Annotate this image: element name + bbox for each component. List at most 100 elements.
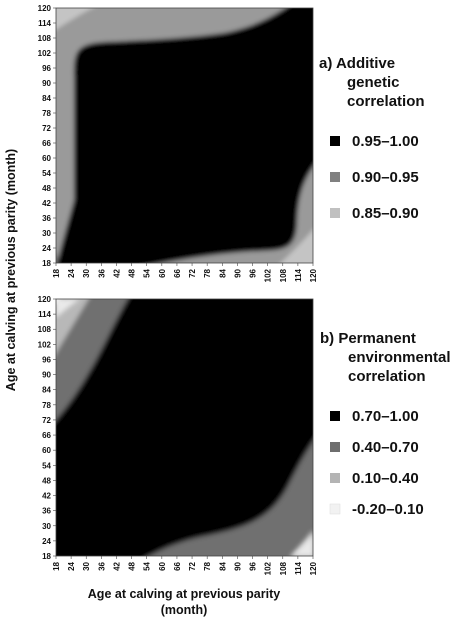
y-tick-label: 108 — [38, 34, 52, 43]
legend-title-line: environmental — [348, 349, 451, 366]
legend-swatch — [330, 208, 340, 218]
x-axis-label: Age at calving at previous parity (month) — [88, 587, 280, 617]
x-tick-label: 42 — [112, 268, 121, 277]
panel-a: 18 24 30 36 42 48 54 60 66 72 78 84 90 96 102 108 114 120… — [4, 4, 425, 391]
legend-swatch — [330, 136, 340, 146]
heatmap-region-0-70-1-00-lower — [56, 440, 135, 556]
panel-b-x-ticks: 18 24 30 36 42 48 54 60 66 72 78 84 90 96 102 108 114 120 — [52, 556, 318, 575]
x-tick-label: 36 — [97, 561, 106, 570]
heatmap-region-0-70-1-00 — [56, 299, 313, 556]
x-tick-label: 90 — [233, 561, 242, 570]
x-tick-label: 78 — [203, 268, 212, 277]
legend-swatch — [329, 503, 341, 515]
y-tick-label: 54 — [42, 169, 51, 178]
x-tick-label: 72 — [188, 268, 197, 277]
x-axis-label-line: Age at calving at previous parity — [88, 587, 280, 601]
y-tick-label: 102 — [38, 49, 52, 58]
panel-b: 18 24 30 36 42 48 54 60 66 72 78 84 90 96 102 108 114 120… — [38, 295, 451, 617]
legend-title-line: correlation — [348, 368, 426, 385]
x-tick-label: 24 — [67, 268, 76, 277]
legend-swatch — [330, 473, 340, 483]
y-tick-label: 66 — [42, 431, 51, 440]
y-tick-label: 84 — [42, 386, 51, 395]
y-tick-label: 60 — [42, 154, 51, 163]
legend-label: -0.20–0.10 — [352, 501, 424, 518]
y-tick-label: 72 — [42, 124, 51, 133]
x-tick-label: 66 — [173, 561, 182, 570]
x-tick-label: 24 — [67, 561, 76, 570]
heatmap-region-0-95-1-00 — [74, 8, 313, 263]
y-tick-label: 114 — [38, 19, 51, 28]
x-tick-label: 84 — [218, 268, 227, 277]
heatmap-corner-topleft — [56, 299, 80, 318]
legend-label: 0.70–1.00 — [352, 408, 419, 425]
legend-label: 0.85–0.90 — [352, 205, 419, 222]
x-tick-label: 102 — [264, 268, 273, 282]
y-tick-label: 36 — [42, 507, 51, 516]
legend-label: 0.90–0.95 — [352, 169, 419, 186]
legend-title-line: genetic — [347, 74, 400, 91]
y-tick-label: 102 — [38, 340, 52, 349]
legend-label: 0.10–0.40 — [352, 470, 419, 487]
x-tick-label: 18 — [52, 268, 61, 277]
x-tick-label: 96 — [249, 561, 258, 570]
x-tick-label: 60 — [158, 268, 167, 277]
y-tick-label: 114 — [38, 310, 51, 319]
y-axis-label: Age at calving at previous parity (month… — [4, 149, 18, 391]
x-tick-label: 90 — [233, 268, 242, 277]
heatmap-region-0-95-1-00-edge-top — [300, 8, 313, 41]
heatmap-region-0-85-0-90-bottomright — [280, 229, 313, 263]
x-tick-label: 84 — [218, 561, 227, 570]
y-tick-label: 54 — [42, 461, 51, 470]
heatmap-region-0-95-1-00-edge — [57, 200, 74, 263]
panel-b-heatmap — [56, 299, 313, 556]
legend-title-line: a) Additive — [319, 55, 395, 72]
legend-label: 0.95–1.00 — [352, 133, 419, 150]
x-tick-label: 48 — [128, 268, 137, 277]
y-tick-label: 84 — [42, 94, 51, 103]
panel-a-y-ticks: 18 24 30 36 42 48 54 60 66 72 78 84 90 96 102 108 114 120 — [38, 4, 56, 268]
panel-b-frame — [55, 298, 314, 557]
y-tick-label: 30 — [42, 229, 51, 238]
panel-a-legend: 0.95–1.00 0.90–0.95 0.85–0.90 — [330, 133, 419, 222]
legend-title-line: correlation — [347, 93, 425, 110]
panel-a-x-ticks: 18 24 30 36 42 48 54 60 66 72 78 84 90 96 102 108 114 120 — [52, 263, 318, 282]
y-tick-label: 66 — [42, 139, 51, 148]
x-tick-label: 120 — [309, 268, 318, 282]
y-tick-label: 120 — [38, 4, 52, 13]
y-tick-label: 108 — [38, 325, 52, 334]
x-axis-label-line: (month) — [161, 603, 208, 617]
y-tick-label: 48 — [42, 184, 51, 193]
x-tick-label: 54 — [143, 268, 152, 277]
heatmap-corner-bottomright — [290, 530, 313, 556]
x-tick-label: 108 — [279, 268, 288, 282]
y-tick-label: 60 — [42, 446, 51, 455]
x-tick-label: 72 — [188, 561, 197, 570]
legend-swatch — [330, 172, 340, 182]
panel-a-frame — [55, 7, 314, 264]
x-tick-label: 78 — [203, 561, 212, 570]
y-tick-label: 96 — [42, 355, 51, 364]
x-tick-label: 66 — [173, 268, 182, 277]
heatmap-region-0-85-0-90-topleft — [56, 8, 93, 30]
x-tick-label: 114 — [294, 268, 303, 281]
x-tick-label: 42 — [112, 561, 121, 570]
x-tick-label: 102 — [264, 561, 273, 575]
y-tick-label: 90 — [42, 79, 51, 88]
y-tick-label: 48 — [42, 476, 51, 485]
legend-swatch — [330, 411, 340, 421]
legend-label: 0.40–0.70 — [352, 439, 419, 456]
y-tick-label: 78 — [42, 401, 51, 410]
x-tick-label: 120 — [309, 561, 318, 575]
y-tick-label: 18 — [42, 552, 51, 561]
y-tick-label: 72 — [42, 416, 51, 425]
y-tick-label: 96 — [42, 64, 51, 73]
x-tick-label: 108 — [279, 561, 288, 575]
panel-b-legend-title: b) Permanent environmental correlation — [320, 330, 451, 385]
y-tick-label: 30 — [42, 522, 51, 531]
x-tick-label: 18 — [52, 561, 61, 570]
x-tick-label: 30 — [82, 561, 91, 570]
y-tick-label: 120 — [38, 295, 52, 304]
y-tick-label: 78 — [42, 109, 51, 118]
